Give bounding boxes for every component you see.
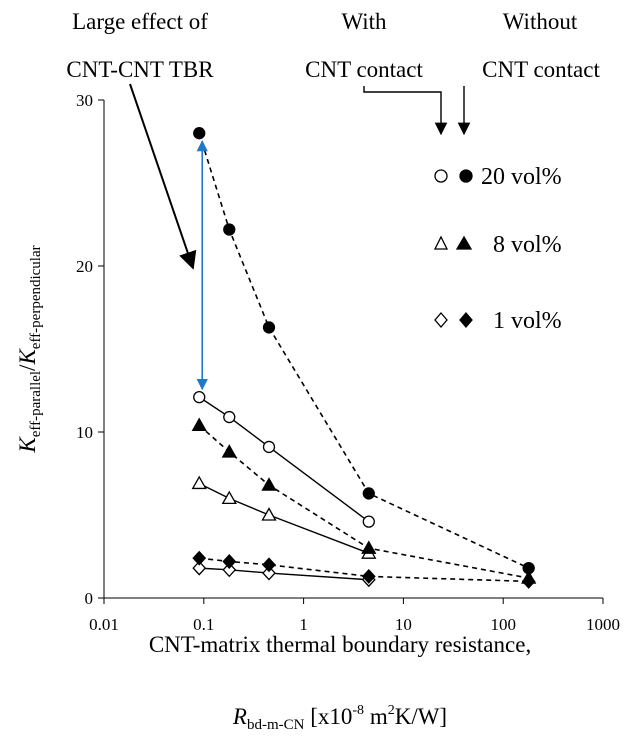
annotation-with-line2: CNT contact (305, 57, 423, 82)
series-line-20-vol-without (198, 132, 530, 569)
x-axis-label-line1: CNT-matrix thermal boundary resistance, (149, 632, 531, 657)
y-tick-label: 20 (76, 257, 93, 276)
data-point-20-vol-without (362, 487, 375, 500)
data-point-20-vol-with (223, 410, 236, 424)
with-contact-connector (363, 86, 448, 136)
data-point-1-vol-with (192, 560, 207, 576)
large-effect-arrow (129, 83, 197, 270)
x-tick-label: 10 (395, 615, 412, 634)
annotation-large-effect-line1: Large effect of (72, 9, 208, 34)
data-point-1-vol-without (222, 554, 237, 569)
series-layer (191, 127, 537, 589)
x-tick-label: 0.01 (89, 615, 119, 634)
data-point-20-vol-with (362, 515, 375, 528)
legend: 20 vol% 8 vol% 1 vol% (433, 164, 562, 334)
data-point-1-vol-without (361, 568, 376, 584)
annotation-large-effect-line2: CNT-CNT TBR (66, 57, 214, 82)
annotation-with-line1: With (341, 9, 387, 34)
y-tick-label: 30 (76, 91, 93, 110)
data-point-20-vol-without (193, 127, 206, 140)
legend-label-1-vol: 1 vol% (493, 308, 562, 334)
legend-diamond-open (434, 312, 448, 328)
legend-circle-open (434, 169, 448, 183)
data-point-20-vol-without (223, 223, 236, 236)
data-point-20-vol-without (262, 321, 276, 334)
x-tick-label: 1000 (586, 615, 620, 634)
x-tick-label: 0.1 (193, 615, 214, 634)
data-point-8-vol-with (191, 475, 207, 490)
x-axis-label-line2: Rbd-m-CN [x10-8 m2K/W] (232, 703, 447, 733)
series-line-20-vol-with (198, 396, 370, 523)
data-point-1-vol-with (262, 565, 276, 581)
y-tick-label: 0 (85, 589, 94, 608)
data-point-20-vol-with (262, 440, 276, 454)
legend-triangle-filled (455, 235, 473, 250)
legend-diamond-filled (459, 312, 473, 328)
x-tick-label: 100 (490, 615, 516, 634)
legend-label-8-vol: 8 vol% (493, 232, 562, 258)
axis-ticks: 0.01 0.1 1 10 100 1000 0 10 20 30 (76, 91, 620, 634)
data-point-1-vol-without (262, 557, 276, 573)
data-point-8-vol-without (261, 477, 277, 491)
x-tick-label: 1 (299, 615, 308, 634)
data-point-8-vol-with (261, 507, 277, 521)
series-line-1-vol-with (199, 567, 369, 581)
legend-label-20-vol: 20 vol% (481, 164, 562, 190)
legend-circle-filled (459, 169, 473, 183)
data-point-1-vol-with (222, 562, 237, 578)
series-line-1-vol-without (199, 557, 529, 583)
annotation-without-line1: Without (503, 9, 578, 34)
series-line-8-vol-with (198, 482, 370, 554)
data-point-1-vol-without (192, 550, 207, 566)
data-point-8-vol-with (221, 490, 237, 505)
data-point-8-vol-without (221, 444, 237, 458)
legend-triangle-open (433, 235, 449, 250)
data-point-1-vol-without (521, 573, 536, 589)
y-tick-label: 10 (76, 423, 93, 442)
y-axis-label: Keff-parallel/Keff-perpendicular (15, 245, 44, 453)
data-point-20-vol-with (193, 390, 206, 404)
annotation-without-line2: CNT contact (482, 57, 600, 82)
data-point-8-vol-without (361, 540, 377, 554)
data-point-8-vol-without (191, 417, 207, 432)
